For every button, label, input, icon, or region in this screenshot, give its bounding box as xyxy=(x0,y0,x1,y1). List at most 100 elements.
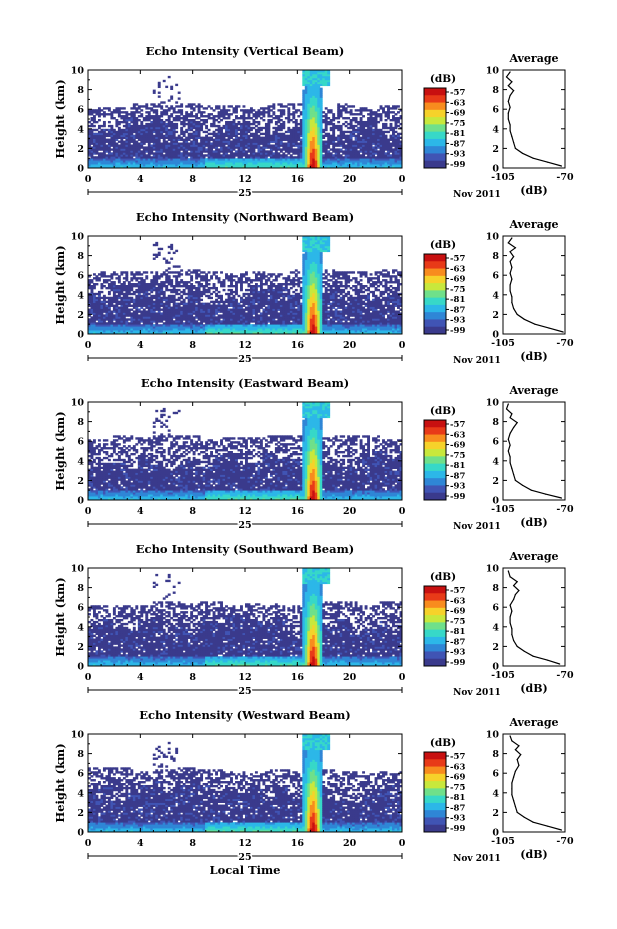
heatmap-cell xyxy=(187,285,191,288)
heatmap-cell xyxy=(279,134,283,138)
heatmap-cell xyxy=(249,164,253,167)
heatmap-cell xyxy=(299,119,303,122)
heatmap-cell xyxy=(309,91,313,94)
heatmap-cell xyxy=(254,120,258,124)
heatmap-cell xyxy=(222,140,226,143)
heatmap-cell xyxy=(160,115,164,118)
heatmap-cell xyxy=(314,95,318,98)
heatmap-cell xyxy=(274,162,278,165)
heatmap-cell xyxy=(125,271,129,274)
heatmap-cell xyxy=(317,71,321,75)
heatmap-cell xyxy=(374,132,378,136)
heatmap-cell xyxy=(237,105,241,108)
heatmap-cell xyxy=(369,138,373,141)
heatmap-cell xyxy=(92,117,96,120)
heatmap-cell xyxy=(317,166,321,169)
heatmap-cell xyxy=(322,148,326,151)
heatmap-cell xyxy=(235,122,238,126)
heatmap-cell xyxy=(177,292,181,296)
heatmap-cell xyxy=(102,107,106,110)
heatmap-cell xyxy=(105,134,109,138)
heatmap-cell xyxy=(215,134,218,138)
heatmap-cell xyxy=(367,142,371,145)
heatmap-cell xyxy=(105,304,109,307)
colorbar-tick-label: -57 xyxy=(450,88,465,98)
heatmap-cell xyxy=(205,142,209,145)
heatmap-cell xyxy=(107,146,111,149)
heatmap-cell xyxy=(252,152,256,155)
heatmap-cell xyxy=(314,73,318,77)
heatmap-cell xyxy=(145,154,149,157)
heatmap-cell xyxy=(297,152,301,155)
heatmap-cell xyxy=(127,164,131,167)
heatmap-cell xyxy=(304,101,308,104)
heatmap-cell xyxy=(157,136,161,139)
heatmap-cell xyxy=(382,144,385,147)
heatmap-cell xyxy=(319,130,323,134)
heatmap-cell xyxy=(122,132,126,136)
heatmap-cell xyxy=(192,124,196,128)
heatmap-cell xyxy=(212,146,216,149)
heatmap-cell xyxy=(97,154,101,157)
heatmap-cell xyxy=(342,150,346,153)
heatmap-cell xyxy=(102,152,106,155)
heatmap-cell xyxy=(307,140,311,143)
heatmap-cell xyxy=(155,146,159,149)
heatmap-cell xyxy=(267,132,271,136)
heatmap-cell xyxy=(135,152,139,155)
heatmap-cell xyxy=(314,109,318,112)
heatmap-cell xyxy=(230,124,233,128)
heatmap-cell xyxy=(294,122,298,126)
heatmap-cell xyxy=(122,166,126,169)
heatmap-cell xyxy=(382,150,385,153)
heatmap-cell xyxy=(284,158,288,161)
heatmap-cell xyxy=(92,277,96,280)
heatmap-cell xyxy=(377,113,380,116)
heatmap-cell xyxy=(312,113,316,116)
heatmap-cell xyxy=(192,134,196,138)
heatmap-cell xyxy=(160,154,164,157)
heatmap-cell xyxy=(132,103,136,106)
heatmap-cell xyxy=(319,109,323,112)
heatmap-cell xyxy=(177,154,181,157)
heatmap-cell xyxy=(132,140,136,143)
heatmap-cell xyxy=(222,107,226,110)
heatmap-cell xyxy=(289,160,293,163)
heatmap-cell xyxy=(95,128,99,132)
heatmap-cell xyxy=(362,140,366,143)
heatmap-cell xyxy=(147,148,151,151)
heatmap-cell xyxy=(130,119,134,122)
heatmap-cell xyxy=(369,130,373,134)
heatmap-cell xyxy=(207,117,211,120)
heatmap-cell xyxy=(347,166,351,169)
heatmap-cell xyxy=(317,134,321,138)
heatmap-cell xyxy=(252,156,256,159)
heatmap-cell xyxy=(167,271,171,274)
heatmap-cell xyxy=(287,140,291,143)
heatmap-cell xyxy=(120,164,124,167)
heatmap-cell xyxy=(115,164,119,167)
heatmap-cell xyxy=(180,113,184,116)
heatmap-cell xyxy=(299,162,303,165)
heatmap-cell xyxy=(357,109,361,112)
heatmap-cell xyxy=(175,122,179,126)
heatmap-cell xyxy=(292,138,296,141)
heatmap-cell xyxy=(97,162,101,165)
heatmap-cell xyxy=(367,119,371,122)
heatmap-cell xyxy=(160,324,164,327)
heatmap-cell xyxy=(162,160,166,163)
heatmap-cell xyxy=(304,93,308,96)
heatmap-cell xyxy=(202,130,206,134)
heatmap-cell xyxy=(292,162,296,165)
heatmap-cell xyxy=(125,111,129,114)
heatmap-cell xyxy=(130,162,134,165)
heatmap-cell xyxy=(245,128,248,132)
heatmap-cell xyxy=(225,117,228,120)
heatmap-cell xyxy=(157,117,161,120)
heatmap-cell xyxy=(257,164,261,167)
heatmap-cell xyxy=(100,271,104,274)
heatmap-cell xyxy=(170,105,174,108)
heatmap-cell xyxy=(304,87,308,90)
heatmap-cell xyxy=(152,91,156,94)
heatmap-cell xyxy=(212,130,216,134)
